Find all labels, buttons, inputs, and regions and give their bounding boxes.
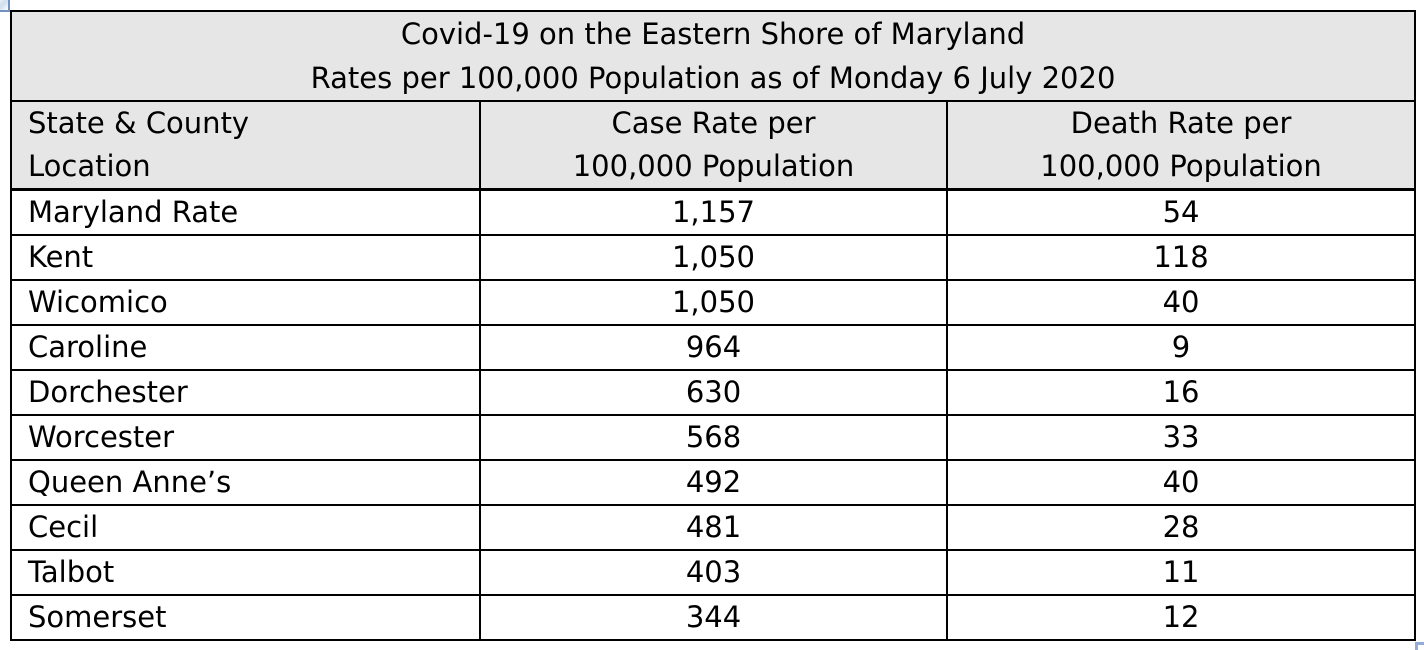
title-row: Covid-19 on the Eastern Shore of Marylan… — [9, 10, 1417, 102]
case-rate-cell: 492 — [479, 458, 948, 506]
case-rate-cell: 1,050 — [479, 233, 948, 281]
death-rate-cell: 9 — [945, 323, 1417, 371]
header-row: State & County Location Case Rate per 10… — [10, 100, 1417, 191]
case-rate-cell: 964 — [479, 323, 948, 371]
table-row: Maryland Rate 1,157 54 — [10, 188, 1417, 236]
table-row: Kent 1,050 118 — [10, 233, 1417, 281]
table-row: Cecil 481 28 — [10, 503, 1417, 551]
table-title-cell: Covid-19 on the Eastern Shore of Marylan… — [9, 10, 1417, 102]
location-cell: Queen Anne’s — [10, 458, 481, 506]
location-cell: Kent — [10, 233, 481, 281]
location-cell: Cecil — [10, 503, 481, 551]
location-cell: Maryland Rate — [10, 188, 481, 236]
covid-rates-table: Covid-19 on the Eastern Shore of Marylan… — [9, 10, 1417, 641]
case-rate-cell: 403 — [479, 548, 948, 596]
object-anchor-icon[interactable] — [0, 0, 10, 12]
death-rate-cell: 16 — [945, 368, 1417, 416]
column-header-location: State & County Location — [10, 100, 481, 191]
table-title-line2: Rates per 100,000 Population as of Monda… — [310, 61, 1116, 95]
death-rate-cell: 54 — [945, 188, 1417, 236]
case-rate-cell: 630 — [479, 368, 948, 416]
column-header-case-rate: Case Rate per 100,000 Population — [479, 100, 948, 191]
location-cell: Wicomico — [10, 278, 481, 326]
case-rate-cell: 1,050 — [479, 278, 948, 326]
table-title-line1: Covid-19 on the Eastern Shore of Marylan… — [400, 17, 1026, 51]
death-rate-cell: 118 — [945, 233, 1417, 281]
location-cell: Somerset — [10, 593, 481, 641]
table-resize-handle-icon[interactable] — [1415, 642, 1424, 650]
location-cell: Dorchester — [10, 368, 481, 416]
table-row: Queen Anne’s 492 40 — [10, 458, 1417, 506]
column-header-case-rate-line1: Case Rate per — [611, 106, 816, 140]
table-row: Dorchester 630 16 — [10, 368, 1417, 416]
table-row: Talbot 403 11 — [10, 548, 1417, 596]
column-header-location-line2: Location — [28, 149, 151, 183]
death-rate-cell: 40 — [945, 458, 1417, 506]
table-row: Somerset 344 12 — [10, 593, 1417, 641]
case-rate-cell: 1,157 — [479, 188, 948, 236]
death-rate-cell: 11 — [945, 548, 1417, 596]
death-rate-cell: 40 — [945, 278, 1417, 326]
location-cell: Talbot — [10, 548, 481, 596]
location-cell: Worcester — [10, 413, 481, 461]
table-body: Covid-19 on the Eastern Shore of Marylan… — [9, 10, 1417, 641]
death-rate-cell: 33 — [945, 413, 1417, 461]
column-header-location-line1: State & County — [28, 106, 250, 140]
death-rate-cell: 28 — [945, 503, 1417, 551]
table-row: Worcester 568 33 — [10, 413, 1417, 461]
case-rate-cell: 344 — [479, 593, 948, 641]
column-header-death-rate: Death Rate per 100,000 Population — [945, 100, 1417, 191]
case-rate-cell: 481 — [479, 503, 948, 551]
table-row: Wicomico 1,050 40 — [10, 278, 1417, 326]
column-header-death-rate-line1: Death Rate per — [1070, 106, 1292, 140]
table-row: Caroline 964 9 — [10, 323, 1417, 371]
location-cell: Caroline — [10, 323, 481, 371]
death-rate-cell: 12 — [945, 593, 1417, 641]
case-rate-cell: 568 — [479, 413, 948, 461]
column-header-death-rate-line2: 100,000 Population — [1040, 149, 1322, 183]
column-header-case-rate-line2: 100,000 Population — [572, 149, 855, 183]
